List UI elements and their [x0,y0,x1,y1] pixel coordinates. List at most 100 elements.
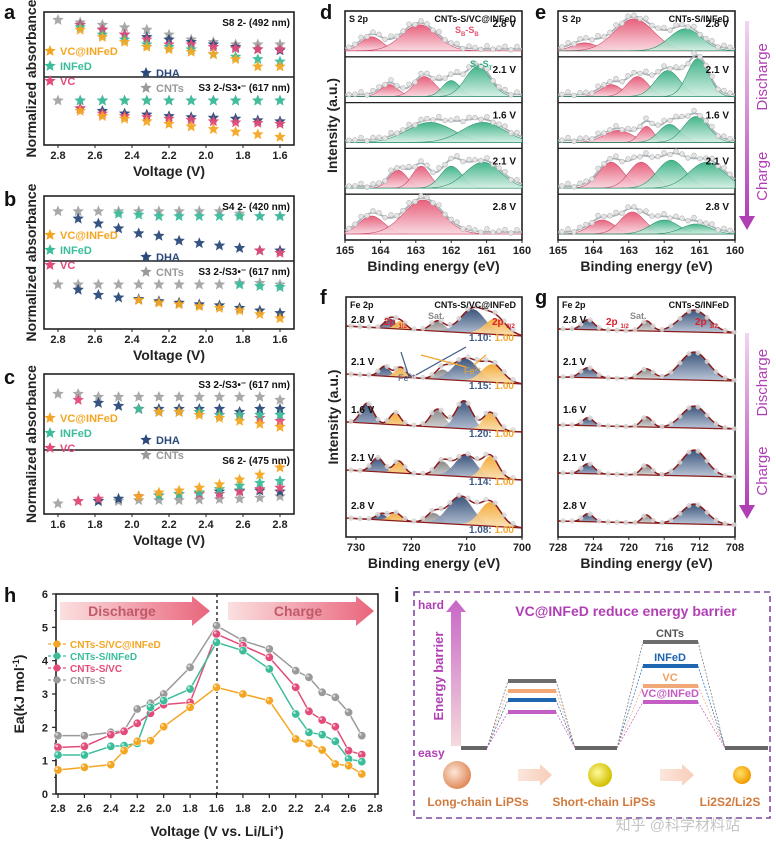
data-point [643,150,649,156]
data-star [229,53,242,65]
data-point [667,117,673,124]
data-point [632,519,638,526]
data-point [510,427,516,433]
data-point-highlight [81,743,85,747]
data-star [52,94,64,106]
data-point [571,138,577,144]
data-point [370,29,376,35]
data-point [589,37,595,43]
x-tick-label: 2.8 [50,334,65,346]
data-point [496,165,502,171]
fe3-peak [346,457,522,480]
data-star [254,491,266,503]
data-star [193,486,205,498]
data-point [559,44,565,50]
data-point [344,746,354,756]
data-point [577,224,583,231]
data-point-highlight [121,743,125,746]
data-point [721,87,727,94]
voltage-label: 2.8 V [706,202,730,213]
data-point [691,23,697,30]
data-point [650,323,656,329]
data-point [348,418,354,425]
data-point-highlight [147,738,151,741]
legend-label: CNTs [156,450,184,462]
data-point [317,730,327,740]
data-point-highlight [81,764,85,768]
data-point [53,731,63,741]
data-point [159,696,169,706]
data-point [358,180,364,187]
y-tick-label: 1 [42,756,48,768]
data-point [650,467,656,473]
data-point [394,213,400,219]
data-star [252,117,264,128]
data-point [388,129,394,136]
legend-marker [140,434,152,445]
baseline [557,376,736,382]
data-point [508,92,514,98]
data-point-highlight [319,747,323,750]
data-point [607,127,613,133]
data-star [274,247,286,258]
bottom-band-label: S3 2-/S3•⁻ (617 nm) [198,83,290,94]
y-tick-label: 0 [42,789,48,801]
fe3-pointer [415,346,467,376]
data-point [632,471,638,477]
data-point [382,135,388,141]
data-point [429,372,435,378]
data-point [478,229,484,235]
data-point [412,21,418,28]
data-point [366,516,372,522]
sample-label: CNTs-S/VC@INFeD [434,14,516,24]
data-point [703,35,709,42]
data-point [490,229,496,235]
data-point [132,704,142,714]
data-point-highlight [266,666,270,669]
data-point [430,75,436,82]
data-star [254,483,266,495]
data-point [478,116,484,123]
data-point [474,456,480,462]
legend-marker [44,412,56,423]
data-point [502,86,508,93]
data-point [510,327,516,333]
data-point [623,471,629,478]
data-point [659,471,665,477]
voltage-label: 2.1 V [706,65,730,76]
x-tick-label: 2.6 [341,803,356,815]
data-point [578,419,584,425]
data-point [677,413,683,419]
data-point [510,521,516,527]
data-point [145,736,155,746]
data-point-highlight [293,711,296,714]
data-point [382,178,388,184]
legend-marker [44,60,56,71]
conversion-arrow-1 [518,764,552,786]
sulfur-terminal-peak [345,122,523,143]
data-point [677,459,683,465]
data-point [406,163,412,170]
data-star [153,486,165,498]
data-point [438,505,444,511]
data-star [274,403,286,414]
data-point [442,117,448,124]
data-point [577,89,583,96]
legend-label: VC@INFeD [60,230,118,242]
data-point [637,70,643,77]
x-tick-label: 162 [655,245,673,257]
data-point-highlight [332,694,336,698]
data-point [376,31,382,38]
data-star [173,494,185,506]
data-point [447,322,453,328]
data-point-highlight [306,674,309,678]
data-point [364,212,370,219]
x-axis-label: Binding energy (eV) [580,555,712,571]
data-point [641,513,647,519]
barrier-connector [697,685,726,749]
data-point [456,401,462,407]
data-point [686,308,692,314]
data-star [153,278,165,290]
data-star [213,210,226,222]
data-point [578,465,584,471]
